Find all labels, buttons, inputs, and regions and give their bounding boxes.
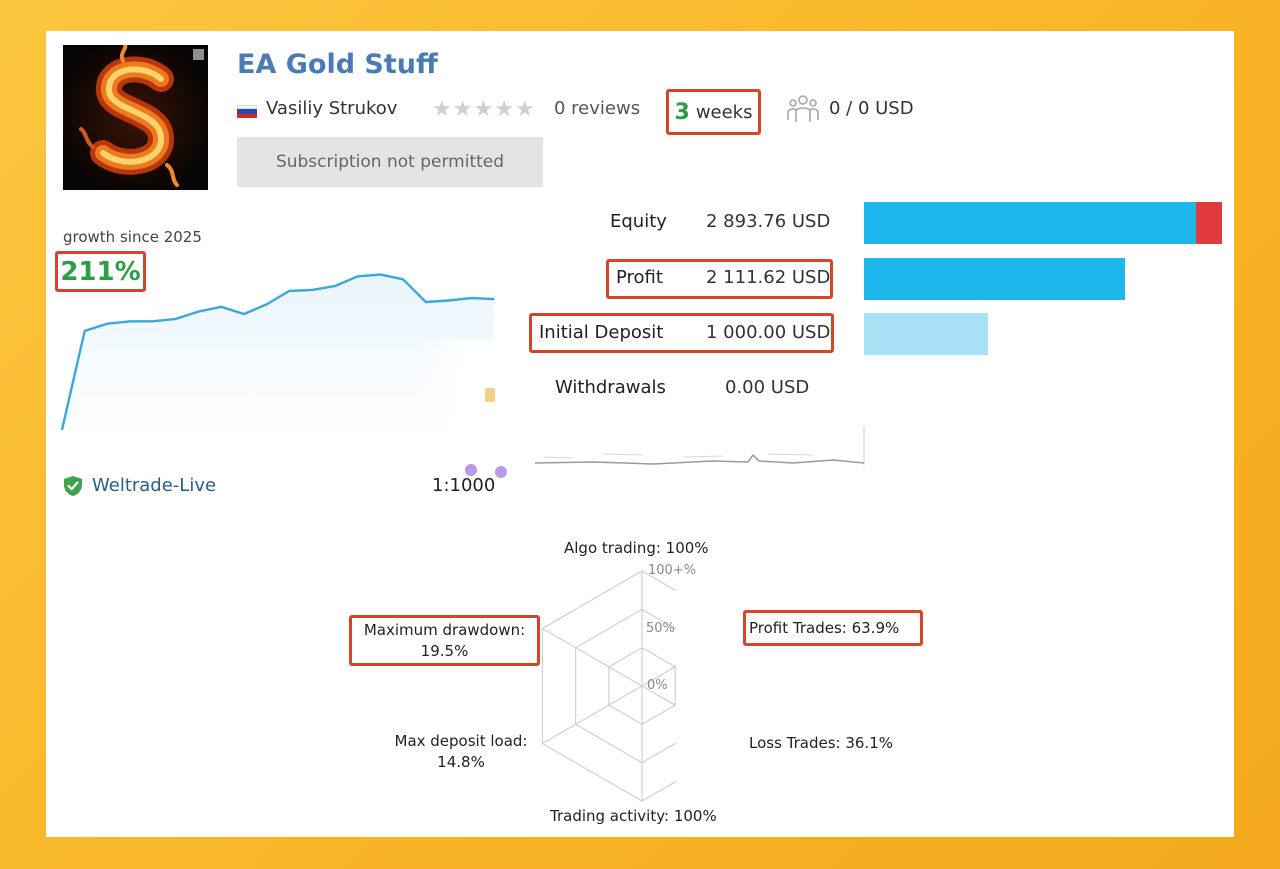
star-icon: ★ <box>473 97 495 122</box>
withdrawals-label: Withdrawals <box>555 377 666 398</box>
chart-marker-icon <box>485 388 495 402</box>
profit-value: 2 111.62 USD <box>706 267 831 288</box>
profit-bar <box>864 258 1125 300</box>
radar-spoke <box>542 627 643 687</box>
russia-flag-icon <box>237 105 257 118</box>
max-deposit-load-label: Max deposit load: <box>394 732 528 750</box>
star-icon: ★ <box>452 97 474 122</box>
signal-age: 3 weeks <box>666 89 761 135</box>
reviews-count[interactable]: 0 reviews <box>554 98 641 119</box>
star-icon: ★ <box>432 97 453 122</box>
initial-deposit-label: Initial Deposit <box>539 322 664 343</box>
growth-area <box>62 274 494 443</box>
chart-fade-overlay <box>416 341 500 471</box>
star-icon: ★ <box>514 97 536 122</box>
equity-drawdown-bar <box>1196 202 1222 244</box>
profit-highlight <box>606 259 833 299</box>
radar-tick-0: 0% <box>647 678 668 693</box>
equity-value: 2 893.76 USD <box>706 211 831 232</box>
growth-value: 211% <box>55 251 146 292</box>
subscribe-button[interactable]: Subscription not permitted <box>237 137 543 187</box>
logo-corner-badge <box>193 49 204 60</box>
maximum-drawdown-label: Maximum drawdown: <box>363 620 526 639</box>
rating-stars: ★★★★★ <box>432 97 536 122</box>
star-icon: ★ <box>494 97 515 122</box>
chart-point-dot <box>465 464 477 476</box>
signal-age-unit: weeks <box>695 101 753 123</box>
radar-spoke <box>542 685 643 745</box>
radar-label-algo-trading: Algo trading: 100% <box>564 539 709 557</box>
verified-shield-icon <box>64 476 82 496</box>
signal-age-number: 3 <box>674 99 690 125</box>
author-name[interactable]: Vasiliy Strukov <box>266 98 398 119</box>
profit-trades-highlight <box>743 610 923 646</box>
leverage-value: 1:1000 <box>432 475 496 496</box>
initial-deposit-bar <box>864 313 988 355</box>
scan-artifact <box>534 427 865 465</box>
initial-deposit-value: 1 000.00 USD <box>706 322 831 343</box>
subscribers-icon <box>787 95 819 122</box>
withdrawals-value: 0.00 USD <box>725 377 810 398</box>
equity-bar <box>864 202 1196 244</box>
subscribers-value: 0 / 0 USD <box>829 98 914 119</box>
radar-label-maximum-drawdown: Maximum drawdown: 19.5% <box>349 615 540 666</box>
radar-spoke <box>641 685 676 707</box>
signal-title[interactable]: EA Gold Stuff <box>237 49 438 80</box>
growth-label: growth since 2025 <box>63 228 202 246</box>
equity-label: Equity <box>610 211 667 232</box>
signal-card: EA Gold Stuff Vasiliy Strukov ★★★★★ 0 re… <box>46 31 1234 837</box>
radar-chart <box>541 570 676 802</box>
radar-label-loss-trades: Loss Trades: 36.1% <box>749 734 894 752</box>
radar-spoke <box>641 665 676 687</box>
fire-letter-s-logo <box>63 45 208 190</box>
radar-label-trading-activity: Trading activity: 100% <box>550 807 717 825</box>
server-name[interactable]: Weltrade-Live <box>92 475 217 496</box>
chart-point-dot <box>495 466 507 478</box>
profit-label: Profit <box>616 267 663 288</box>
radar-label-max-deposit-load: Max deposit load: 14.8% <box>376 727 546 777</box>
initial-deposit-highlight <box>529 313 834 353</box>
max-deposit-load-value: 14.8% <box>437 753 485 771</box>
radar-tick-100: 100+% <box>648 563 697 578</box>
growth-chart[interactable] <box>58 253 503 443</box>
growth-series-line <box>60 273 495 431</box>
radar-label-profit-trades: Profit Trades: 63.9% <box>749 619 900 637</box>
maximum-drawdown-value: 19.5% <box>420 641 469 660</box>
radar-tick-50: 50% <box>646 621 675 636</box>
signal-logo[interactable] <box>63 45 208 190</box>
